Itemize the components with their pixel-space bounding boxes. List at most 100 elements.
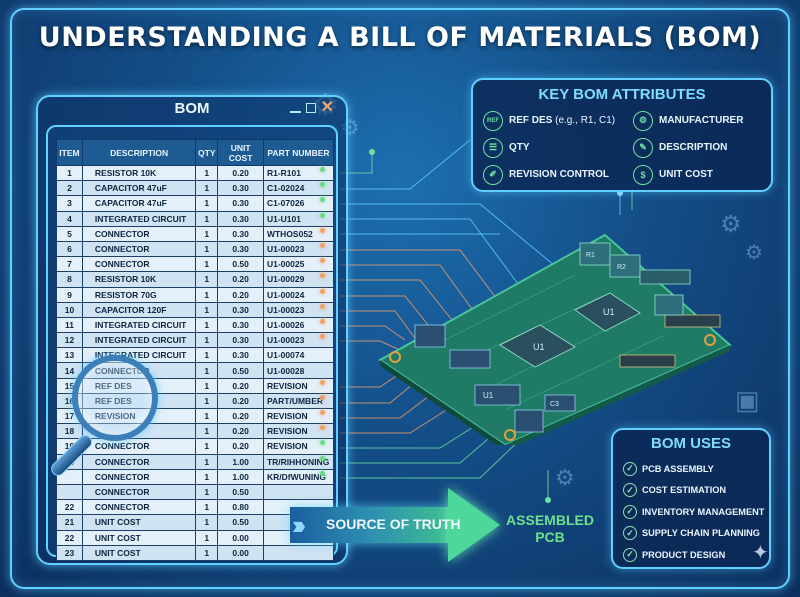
cell-unit-cost: 0.30 [217,301,264,318]
cell-unit-cost: 0.30 [217,195,264,212]
connector-dot [320,272,325,278]
attribute-item: ✐ REVISION CONTROL [483,164,633,185]
minimize-icon[interactable] [289,111,301,113]
attribute-item: ☰ QTY [483,137,633,158]
cell-qty: 1 [195,453,219,470]
connector-dot [320,242,325,248]
use-label: INVENTORY MANAGEMENT [642,506,765,517]
cell-unit-cost: 0.30 [217,332,264,349]
cell-part-number: WTHOS052 [262,225,335,242]
close-icon[interactable]: ✕ [320,99,334,116]
cell-description: INTEGRATED CIRCUIT [81,316,197,334]
table-row: 4 INTEGRATED CIRCUIT 1 0.30 U1-U101 [56,210,335,227]
connector-dot [320,470,325,476]
table-row: CONNECTOR 1 0.50 [56,483,335,501]
connector-dot [320,333,325,339]
cell-qty: 1 [195,271,219,288]
table-row: 9 RESISTOR 70G 1 0.20 U1-00024 [56,286,335,303]
col-unit-cost: UNIT COST [217,139,264,166]
table-row: 12 INTEGRATED CIRCUIT 1 0.30 U1-00023 [56,332,335,349]
col-item: ITEM [56,139,83,166]
dollar-icon: $ [633,164,653,185]
use-item: ✓ COST ESTIMATION [623,480,769,502]
cell-qty: 1 [195,514,219,531]
gear-icon: ⚙ [745,242,763,264]
cell-part-number: REVISION [262,423,335,440]
cell-item: 2 [56,180,83,197]
cell-description: CAPACITOR 120F [81,301,197,318]
cell-unit-cost: 0.20 [217,438,264,455]
use-label: COST ESTIMATION [642,485,727,496]
connector-dot [320,424,325,430]
cell-part-number: U1-00029 [262,271,335,288]
cell-qty: 1 [195,301,219,318]
table-row: 10 CAPACITOR 120F 1 0.30 U1-00023 [56,301,335,318]
table-row: 5 CONNECTOR 1 0.30 WTHOS052 [56,225,335,242]
svg-text:C3: C3 [550,401,559,408]
cell-description: UNIT COST [81,529,197,546]
connector-dot [320,181,325,187]
cell-item: 3 [56,195,83,212]
cell-qty: 1 [195,195,219,212]
svg-text:R2: R2 [617,264,626,271]
assembled-label-line2: PCB [535,529,565,545]
cell-unit-cost: 0.30 [217,347,264,364]
cell-unit-cost: 0.20 [217,377,264,394]
cell-unit-cost: 0.30 [217,240,264,258]
gear-icon: ⚙ [633,110,653,131]
gear-icon: ⚙ [720,211,742,238]
cell-part-number: U1-U101 [262,210,335,227]
cell-part-number: TR/RIHHONING [262,453,335,470]
table-row: CONNECTOR 1 1.00 KR/DfWUNING [56,468,335,485]
cell-part-number [262,483,335,501]
cell-qty: 1 [195,225,219,242]
sparkle-icon: ✦ [752,542,769,564]
chevron-right-icon: ››› [292,510,306,540]
connector-dot [320,257,325,263]
cell-qty: 1 [195,499,219,516]
cell-qty: 1 [195,286,219,303]
col-qty: QTY [195,139,219,166]
check-circle-icon: ✓ [623,526,637,541]
cell-qty: 1 [195,332,219,349]
cell-part-number: REVISION [262,377,335,394]
cell-part-number: U1-00023 [262,332,335,349]
cell-qty: 1 [195,438,219,455]
attribute-item: REF REF DES (e.g., R1, C1) [483,110,633,131]
attribute-label: DESCRIPTION [659,142,728,153]
connector-dot [320,318,325,324]
assembled-pcb-label: ASSEMBLED PCB [505,512,595,546]
cell-qty: 1 [195,240,219,258]
cell-item: 5 [56,225,83,242]
arrow-head [448,488,500,562]
cell-item: 4 [56,210,83,227]
attribute-item: ✎ DESCRIPTION [633,137,768,158]
cell-qty: 1 [195,316,219,334]
cell-qty: 1 [195,256,219,273]
cell-unit-cost: 0.20 [217,423,264,440]
cell-unit-cost: 0.00 [217,544,264,561]
connector-dot [320,303,325,309]
cell-item: 7 [56,256,83,273]
cell-part-number: U1-00023 [262,240,335,258]
document-icon: ✎ [633,137,653,158]
use-label: PCB ASSEMBLY [642,463,714,474]
cell-qty: 1 [195,210,219,227]
use-item: ✓ INVENTORY MANAGEMENT [623,501,769,523]
cell-description: CONNECTOR [81,453,197,470]
cell-unit-cost: 0.30 [217,225,264,242]
cell-unit-cost: 1.00 [217,453,264,470]
table-row: 6 CONNECTOR 1 0.30 U1-00023 [56,240,335,258]
cell-part-number: REVISION [262,438,335,455]
cell-qty: 1 [195,468,219,485]
connector-dot [320,288,325,294]
cell-description: INTEGRATED CIRCUIT [81,210,197,227]
maximize-icon[interactable] [305,103,316,113]
connector-dot [320,439,325,445]
cell-item: 22 [56,529,83,546]
check-circle-icon: ✓ [623,504,637,519]
bom-window-title: BOM [174,100,210,117]
svg-text:U1: U1 [603,307,615,317]
bom-uses-title: BOM USES [650,435,731,452]
